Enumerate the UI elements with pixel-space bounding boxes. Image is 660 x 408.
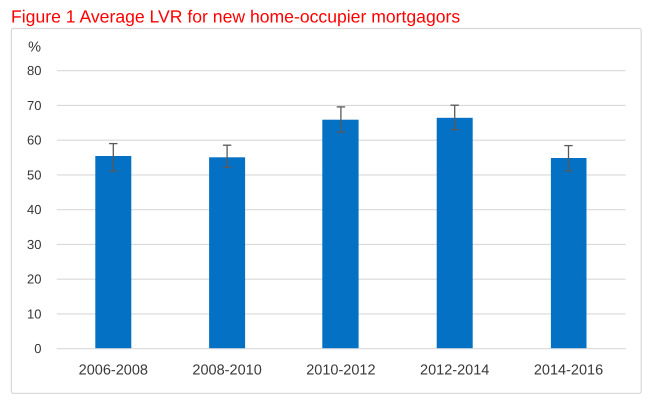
svg-text:2014-2016: 2014-2016 xyxy=(534,363,603,379)
svg-text:20: 20 xyxy=(27,272,41,287)
svg-text:30: 30 xyxy=(27,237,41,252)
svg-text:60: 60 xyxy=(27,133,41,148)
svg-text:%: % xyxy=(28,39,41,55)
svg-text:70: 70 xyxy=(27,98,41,113)
svg-text:80: 80 xyxy=(27,63,41,78)
svg-text:2012-2014: 2012-2014 xyxy=(420,363,489,379)
svg-text:2008-2010: 2008-2010 xyxy=(192,363,261,379)
svg-text:Figure 1 Average LVR for new h: Figure 1 Average LVR for new home-occupi… xyxy=(11,6,460,26)
svg-text:2006-2008: 2006-2008 xyxy=(79,363,148,379)
svg-text:2010-2012: 2010-2012 xyxy=(306,363,375,379)
svg-text:0: 0 xyxy=(34,341,41,356)
svg-text:40: 40 xyxy=(27,202,41,217)
svg-text:10: 10 xyxy=(27,306,41,321)
svg-text:50: 50 xyxy=(27,167,41,182)
